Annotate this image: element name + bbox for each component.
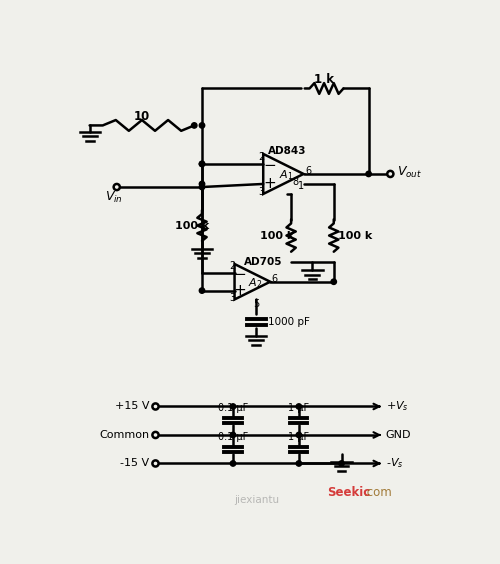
Text: Seekic: Seekic: [328, 486, 371, 499]
Text: 100 k: 100 k: [175, 221, 209, 231]
Circle shape: [230, 432, 235, 438]
Circle shape: [339, 461, 344, 466]
Circle shape: [387, 171, 394, 177]
Text: +$V_s$: +$V_s$: [386, 399, 408, 413]
Circle shape: [331, 279, 336, 284]
Text: 1 µF: 1 µF: [288, 403, 310, 413]
Text: 6: 6: [272, 274, 278, 284]
Text: −: −: [263, 158, 276, 173]
Text: 8: 8: [292, 177, 299, 187]
Circle shape: [152, 460, 158, 466]
Text: $A_2$: $A_2$: [248, 276, 262, 290]
Text: +: +: [234, 284, 246, 298]
Text: 5: 5: [253, 299, 260, 309]
Text: 1: 1: [298, 181, 304, 191]
Text: −: −: [234, 267, 246, 281]
Text: +: +: [263, 177, 276, 191]
Circle shape: [200, 161, 204, 166]
Circle shape: [200, 161, 204, 166]
Text: jiexiantu: jiexiantu: [234, 495, 279, 505]
Circle shape: [200, 181, 204, 187]
Text: 1000 pF: 1000 pF: [268, 317, 310, 327]
Text: 0.1 µF: 0.1 µF: [218, 403, 248, 413]
Text: $A_1$: $A_1$: [280, 169, 293, 182]
Text: 10: 10: [134, 109, 150, 123]
Text: 100 k: 100 k: [260, 231, 294, 240]
Text: 0.1 µF: 0.1 µF: [218, 432, 248, 442]
Text: GND: GND: [386, 430, 411, 440]
Circle shape: [114, 184, 120, 190]
Text: 3: 3: [258, 187, 264, 197]
Text: 100 k: 100 k: [338, 231, 372, 240]
Circle shape: [296, 432, 302, 438]
Text: Common: Common: [99, 430, 150, 440]
Text: AD705: AD705: [244, 257, 282, 267]
Circle shape: [230, 404, 235, 409]
Circle shape: [200, 123, 204, 128]
Circle shape: [192, 123, 197, 128]
Text: -$V_s$: -$V_s$: [386, 457, 403, 470]
Circle shape: [230, 461, 235, 466]
Text: -15 V: -15 V: [120, 459, 150, 469]
Text: 2: 2: [229, 261, 235, 271]
Text: 2: 2: [258, 152, 265, 162]
Text: $V_{out}$: $V_{out}$: [396, 165, 421, 180]
Text: 6: 6: [306, 166, 312, 176]
Text: 1 µF: 1 µF: [288, 432, 310, 442]
Circle shape: [200, 184, 204, 190]
Circle shape: [296, 461, 302, 466]
Text: $V_{in}$: $V_{in}$: [104, 190, 122, 205]
Text: .com: .com: [364, 486, 392, 499]
Circle shape: [152, 403, 158, 409]
Circle shape: [366, 171, 372, 177]
Text: 1 k: 1 k: [314, 73, 334, 86]
Text: +15 V: +15 V: [115, 402, 150, 412]
Text: 3: 3: [229, 293, 235, 303]
Circle shape: [200, 288, 204, 293]
Text: AD843: AD843: [268, 146, 306, 156]
Circle shape: [152, 432, 158, 438]
Circle shape: [296, 404, 302, 409]
